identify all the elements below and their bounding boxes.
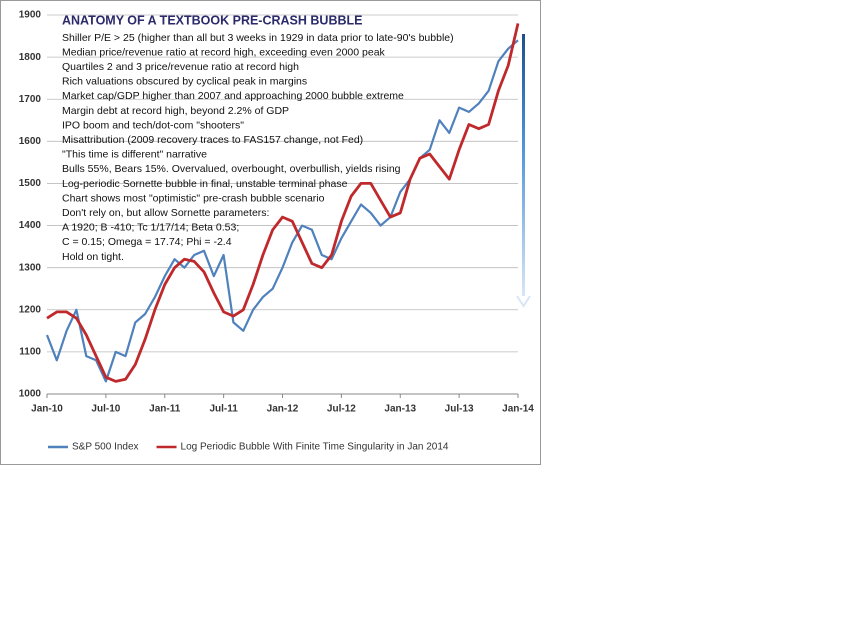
y-tick-label: 1400: [19, 220, 42, 231]
annotation: Don't rely on, but allow Sornette parame…: [62, 207, 269, 219]
x-tick-label: Jan-11: [149, 404, 181, 415]
x-tick-label: Jan-12: [267, 404, 299, 415]
annotation: Market cap/GDP higher than 2007 and appr…: [62, 90, 404, 102]
legend-label: Log Periodic Bubble With Finite Time Sin…: [181, 442, 449, 453]
annotation: A 1920; B -410; Tc 1/17/14; Beta 0.53;: [62, 222, 239, 234]
x-tick-label: Jan-10: [31, 404, 63, 415]
annotation: Hold on tight.: [62, 251, 124, 263]
annotation: Shiller P/E > 25 (higher than all but 3 …: [62, 32, 454, 44]
y-tick-label: 1300: [19, 262, 42, 273]
annotation: Chart shows most "optimistic" pre-crash …: [62, 192, 325, 204]
x-tick-label: Jul-13: [445, 404, 474, 415]
x-tick-label: Jan-14: [502, 404, 534, 415]
series-line: [45, 39, 519, 383]
annotation: C = 0.15; Omega = 17.74; Phi = -2.4: [62, 236, 232, 248]
x-tick-label: Jul-11: [209, 404, 238, 415]
y-tick-label: 1700: [19, 94, 42, 105]
annotation: Rich valuations obscured by cyclical pea…: [62, 76, 307, 88]
annotation: Log-periodic Sornette bubble in final, u…: [62, 178, 348, 190]
annotation: Quartiles 2 and 3 price/revenue ratio at…: [62, 61, 299, 73]
y-tick-label: 1900: [19, 10, 42, 21]
legend-label: S&P 500 Index: [72, 442, 139, 453]
chart-title: ANATOMY OF A TEXTBOOK PRE-CRASH BUBBLE: [62, 13, 362, 27]
crash-arrow: [522, 34, 525, 296]
annotation: "This time is different" narrative: [62, 149, 207, 161]
y-tick-label: 1200: [19, 304, 42, 315]
x-tick-label: Jan-13: [384, 404, 416, 415]
y-tick-label: 1100: [19, 347, 41, 358]
y-tick-label: 1500: [19, 178, 42, 189]
y-tick-label: 1600: [19, 136, 42, 147]
x-tick-label: Jul-12: [327, 404, 356, 415]
y-tick-label: 1000: [19, 389, 42, 400]
crash-arrow-head: [516, 295, 531, 308]
y-tick-label: 1800: [19, 52, 42, 63]
plot-area: 1000 1100 1200 1300 1400 1500 1600 1700 1800 1900…: [19, 10, 535, 415]
annotation: Bulls 55%, Bears 15%. Overvalued, overbo…: [62, 163, 401, 175]
annotation: Margin debt at record high, beyond 2.2% …: [62, 105, 289, 117]
series-line: [46, 23, 520, 383]
annotation: Median price/revenue ratio at record hig…: [62, 46, 386, 58]
x-tick-label: Jul-10: [91, 404, 120, 415]
annotation: IPO boom and tech/dot-com "shooters": [62, 119, 244, 131]
annotation: Misattribution (2009 recovery traces to …: [62, 134, 363, 146]
